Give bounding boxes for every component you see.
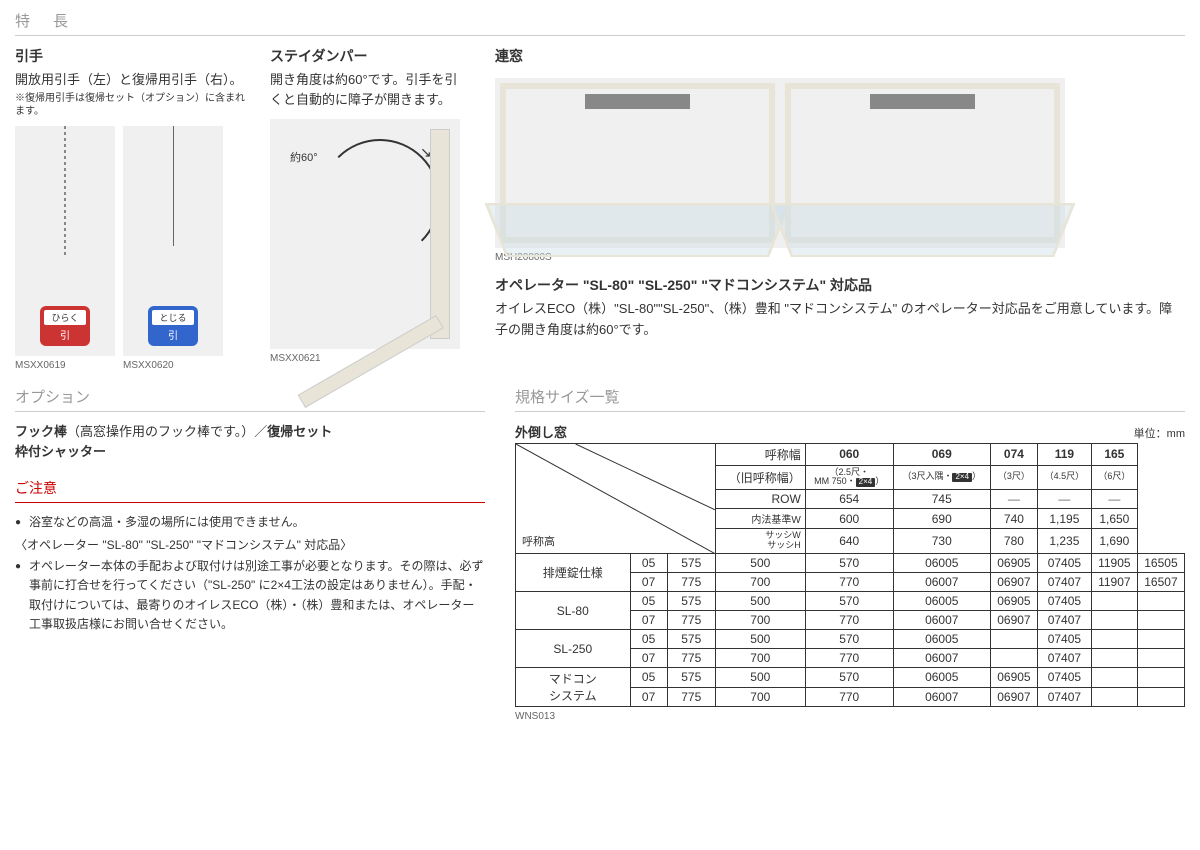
table-unit: 単位：mm [1134,425,1185,441]
handle-cap2: MSXX0620 [123,360,223,371]
mid-section: オプション フック棒（高窓操作用のフック棒です。）／復帰セット 枠付シャッター … [15,386,1185,723]
window-title: 連窓 [495,46,1185,66]
notice-header: ご注意 [15,478,485,503]
handle-note: ※復帰用引手は復帰セット（オプション）に含まれます。 [15,92,245,118]
option-rest1: （高窓操作用のフック棒です。）／ [67,424,267,439]
left-column: オプション フック棒（高窓操作用のフック棒です。）／復帰セット 枠付シャッター … [15,386,485,723]
operator-title: オペレーター "SL-80" "SL-250" "マドコンシステム" 対応品 [495,275,1185,295]
notice-sub: 〈オペレーター "SL-80" "SL-250" "マドコンシステム" 対応品〉 [15,536,485,553]
handle-desc: 開放用引手（左）と復帰用引手（右）。 [15,70,245,90]
damper-image: 約60° ↘ [270,119,460,349]
handle-images: ひらく引 MSXX0619 とじる引 MSXX0620 [15,126,245,371]
notice-2: オペレーター本体の手配および取付けは別途工事が必要となります。その際は、必ず事前… [15,557,485,634]
handle-img-close: とじる引 MSXX0620 [123,126,223,371]
handle-title: 引手 [15,46,245,66]
option-text: フック棒（高窓操作用のフック棒です。）／復帰セット 枠付シャッター [15,422,485,464]
feature-handle: 引手 開放用引手（左）と復帰用引手（右）。 ※復帰用引手は復帰セット（オプション… [15,46,245,371]
handle-cap1: MSXX0619 [15,360,115,371]
notice-1: 浴室などの高温・多湿の場所には使用できません。 [15,513,485,532]
feature-damper: ステイダンパー 開き角度は約60°です。引手を引くと自動的に障子が開きます。 約… [270,46,470,371]
table-title-row: 外倒し窓 単位：mm [515,422,1185,441]
table-title: 外倒し窓 [515,422,567,441]
handle-open-kanji: 引 [60,331,70,342]
right-column: 規格サイズ一覧 外倒し窓 単位：mm 呼称高呼称幅060069074119165… [515,386,1185,723]
window-image [495,78,1065,248]
option-hook: フック棒 [15,424,67,439]
damper-desc: 開き角度は約60°です。引手を引くと自動的に障子が開きます。 [270,70,470,109]
option-shutter: 枠付シャッター [15,444,106,459]
damper-angle-label: 約60° [290,149,318,165]
handle-close-label: とじる [152,310,194,325]
handle-close-kanji: 引 [168,331,178,342]
feature-window: 連窓 MSH20800S オペレーター "SL-80" "SL-250" "マド… [495,46,1185,371]
sizes-header: 規格サイズ一覧 [515,386,1185,412]
features-header: 特 長 [15,10,1185,36]
handle-img-open: ひらく引 MSXX0619 [15,126,115,371]
size-table: 呼称高呼称幅060069074119165（旧呼称幅）（2.5尺・MM 750・… [515,443,1185,708]
notice-list: 浴室などの高温・多湿の場所には使用できません。 [15,513,485,532]
handle-open-label: ひらく [44,310,86,325]
features-row: 引手 開放用引手（左）と復帰用引手（右）。 ※復帰用引手は復帰セット（オプション… [15,46,1185,371]
options-header: オプション [15,386,485,412]
damper-title: ステイダンパー [270,46,470,66]
operator-block: オペレーター "SL-80" "SL-250" "マドコンシステム" 対応品 オ… [495,275,1185,341]
operator-desc: オイレスECO（株）"SL-80""SL-250"、（株）豊和 "マドコンシステ… [495,299,1185,341]
option-return: 復帰セット [267,424,332,439]
table-caption: WNS013 [515,711,1185,722]
